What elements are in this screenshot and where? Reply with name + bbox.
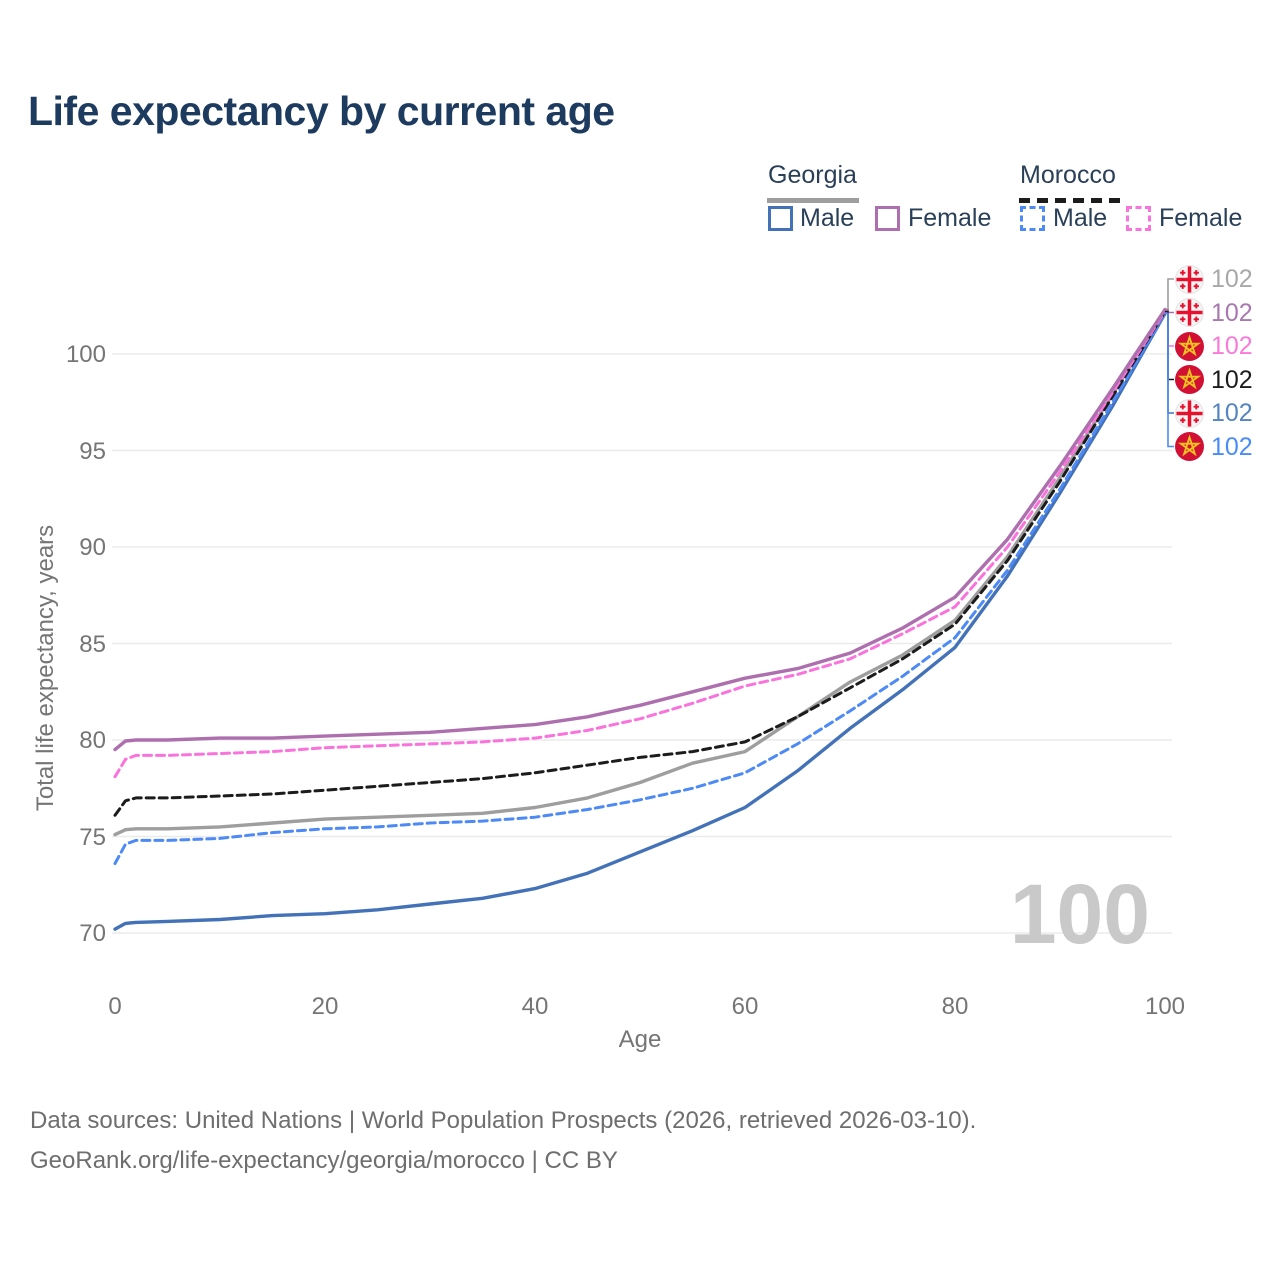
x-tick-label-20: 20 [311, 993, 339, 1020]
legend-swatch-georgia-male[interactable] [768, 206, 793, 231]
end-label-value: 102 [1211, 399, 1253, 427]
page-title: Life expectancy by current age [28, 88, 615, 134]
end-label-morocco-male: 102 [1175, 432, 1253, 462]
end-label-connector-morocco-female [1165, 310, 1174, 347]
series-line-morocco[interactable] [113, 310, 1167, 817]
end-label-value: 102 [1211, 365, 1253, 394]
end-label-georgia-male: 102 [1175, 398, 1253, 428]
end-label-morocco: 102 [1175, 365, 1253, 395]
series-line-morocco-male[interactable] [113, 312, 1167, 865]
series-line-morocco-female[interactable] [113, 310, 1167, 779]
legend-swatch-morocco-female[interactable] [1126, 206, 1151, 231]
y-tick-label-85: 85 [79, 630, 106, 658]
x-tick-label-0: 0 [108, 993, 122, 1020]
end-label-value: 102 [1211, 332, 1253, 360]
georgia-flag-icon [1175, 264, 1204, 294]
y-tick-label-70: 70 [79, 920, 106, 947]
x-axis-title: Age [618, 1026, 662, 1053]
morocco-flag-icon [1175, 331, 1204, 361]
end-label-morocco-female: 102 [1175, 331, 1253, 361]
age-indicator-watermark: 100 [1009, 867, 1150, 961]
legend-georgia-male-label[interactable]: Male [800, 204, 855, 232]
series-line-georgia[interactable] [113, 307, 1167, 837]
series-line-georgia-female[interactable] [113, 307, 1167, 752]
legend-georgia-female-label[interactable]: Female [908, 204, 992, 232]
legend-georgia-underline [767, 198, 859, 203]
series-line-georgia-male[interactable] [113, 311, 1167, 931]
end-label-connector-georgia [1165, 278, 1174, 311]
end-label-value: 102 [1211, 298, 1253, 327]
x-tick-label-80: 80 [941, 993, 969, 1020]
morocco-flag-icon [1175, 432, 1204, 461]
footer-attribution: GeoRank.org/life-expectancy/georgia/moro… [30, 1147, 618, 1174]
end-label-connector-georgia-male [1165, 312, 1174, 414]
y-tick-label-100: 100 [65, 341, 106, 368]
end-label-value: 102 [1211, 265, 1253, 293]
legend-group-morocco[interactable]: Morocco [1020, 161, 1116, 190]
y-tick-label-90: 90 [79, 534, 106, 561]
legend-georgia-label: Georgia [768, 161, 857, 189]
legend-morocco-male-label[interactable]: Male [1053, 204, 1108, 232]
footer-data-sources: Data sources: United Nations | World Pop… [30, 1107, 977, 1134]
y-tick-label-75: 75 [79, 823, 106, 851]
y-tick-label-80: 80 [79, 727, 106, 754]
x-tick-label-40: 40 [521, 993, 549, 1020]
morocco-flag-icon [1175, 365, 1204, 394]
legend-morocco-underline [1019, 198, 1124, 203]
end-label-georgia: 102 [1175, 264, 1253, 294]
x-tick-label-60: 60 [731, 993, 759, 1020]
end-label-value: 102 [1211, 432, 1253, 461]
legend-morocco-label: Morocco [1020, 161, 1116, 189]
end-label-georgia-female: 102 [1175, 298, 1253, 328]
legend-swatch-morocco-male[interactable] [1020, 206, 1045, 231]
legend-swatch-georgia-female[interactable] [875, 206, 900, 231]
end-label-connector-morocco-male [1165, 312, 1174, 448]
georgia-flag-icon [1175, 398, 1204, 428]
legend-morocco-female-label[interactable]: Female [1159, 204, 1243, 232]
georgia-flag-icon [1175, 298, 1204, 327]
y-tick-label-95: 95 [79, 437, 106, 465]
legend-group-georgia[interactable]: Georgia [768, 161, 857, 190]
x-tick-label-100: 100 [1144, 993, 1186, 1020]
